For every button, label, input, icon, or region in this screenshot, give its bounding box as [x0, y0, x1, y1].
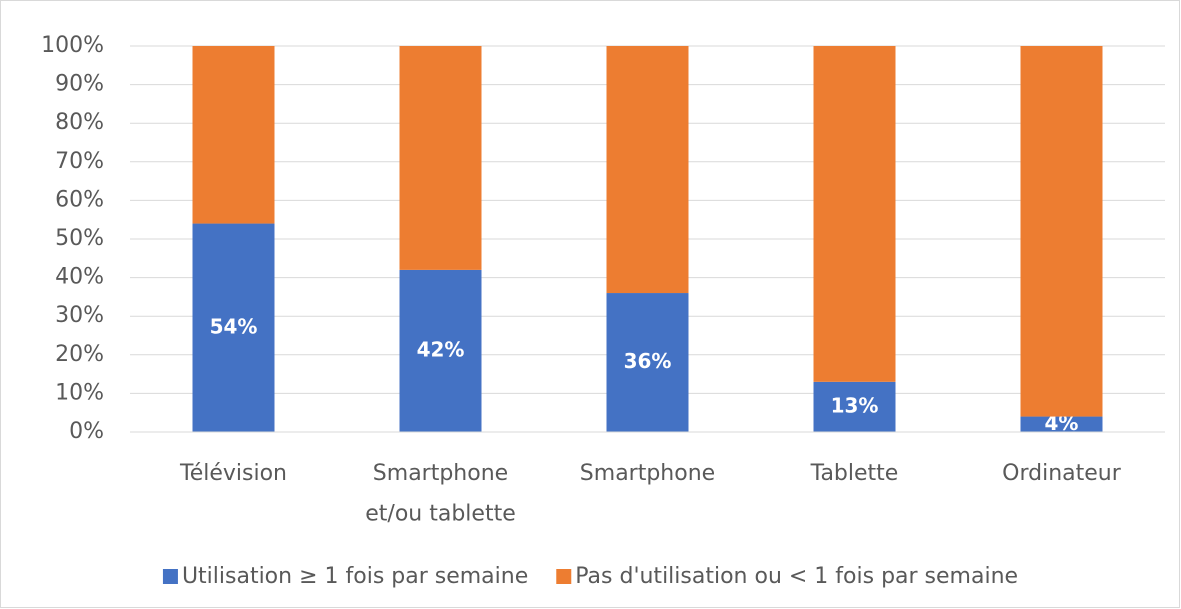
bar-segment — [1020, 46, 1103, 417]
y-tick-label: 0% — [69, 419, 104, 444]
legend-swatch — [556, 569, 572, 584]
x-tick-label: Ordinateur — [1002, 461, 1122, 486]
legend-label: Utilisation ≥ 1 fois par semaine — [182, 564, 528, 589]
legend-swatch — [162, 569, 178, 584]
x-tick-label: Télévision — [179, 461, 287, 486]
y-tick-label: 20% — [55, 342, 104, 367]
bar-segment — [813, 381, 896, 432]
x-tick-label: Smartphone et/ou tablette — [365, 461, 515, 527]
y-tick-label: 60% — [55, 187, 104, 212]
bar-segment — [192, 223, 275, 432]
data-label: 42% — [417, 337, 465, 361]
x-tick-label: Tablette — [810, 461, 899, 486]
bar-segment — [1020, 416, 1103, 432]
y-tick-label: 30% — [55, 303, 104, 328]
bar-segment — [399, 46, 482, 270]
y-tick-label: 80% — [55, 110, 104, 135]
bar-segment — [813, 46, 896, 382]
legend-label: Pas d'utilisation ou < 1 fois par semain… — [575, 564, 1018, 589]
data-label: 36% — [624, 349, 672, 373]
y-tick-label: 70% — [55, 149, 104, 174]
y-tick-label: 10% — [55, 380, 104, 405]
bar-segment — [192, 46, 275, 224]
y-tick-label: 100% — [41, 33, 104, 58]
data-label: 13% — [831, 393, 879, 417]
bar-segment — [606, 293, 689, 432]
y-tick-label: 90% — [55, 72, 104, 97]
y-tick-label: 50% — [55, 226, 104, 251]
data-label: 54% — [210, 314, 258, 338]
x-tick-label: Smartphone — [580, 461, 715, 486]
bar-segment — [606, 46, 689, 294]
y-tick-label: 40% — [55, 265, 104, 290]
bar-segment — [399, 269, 482, 432]
